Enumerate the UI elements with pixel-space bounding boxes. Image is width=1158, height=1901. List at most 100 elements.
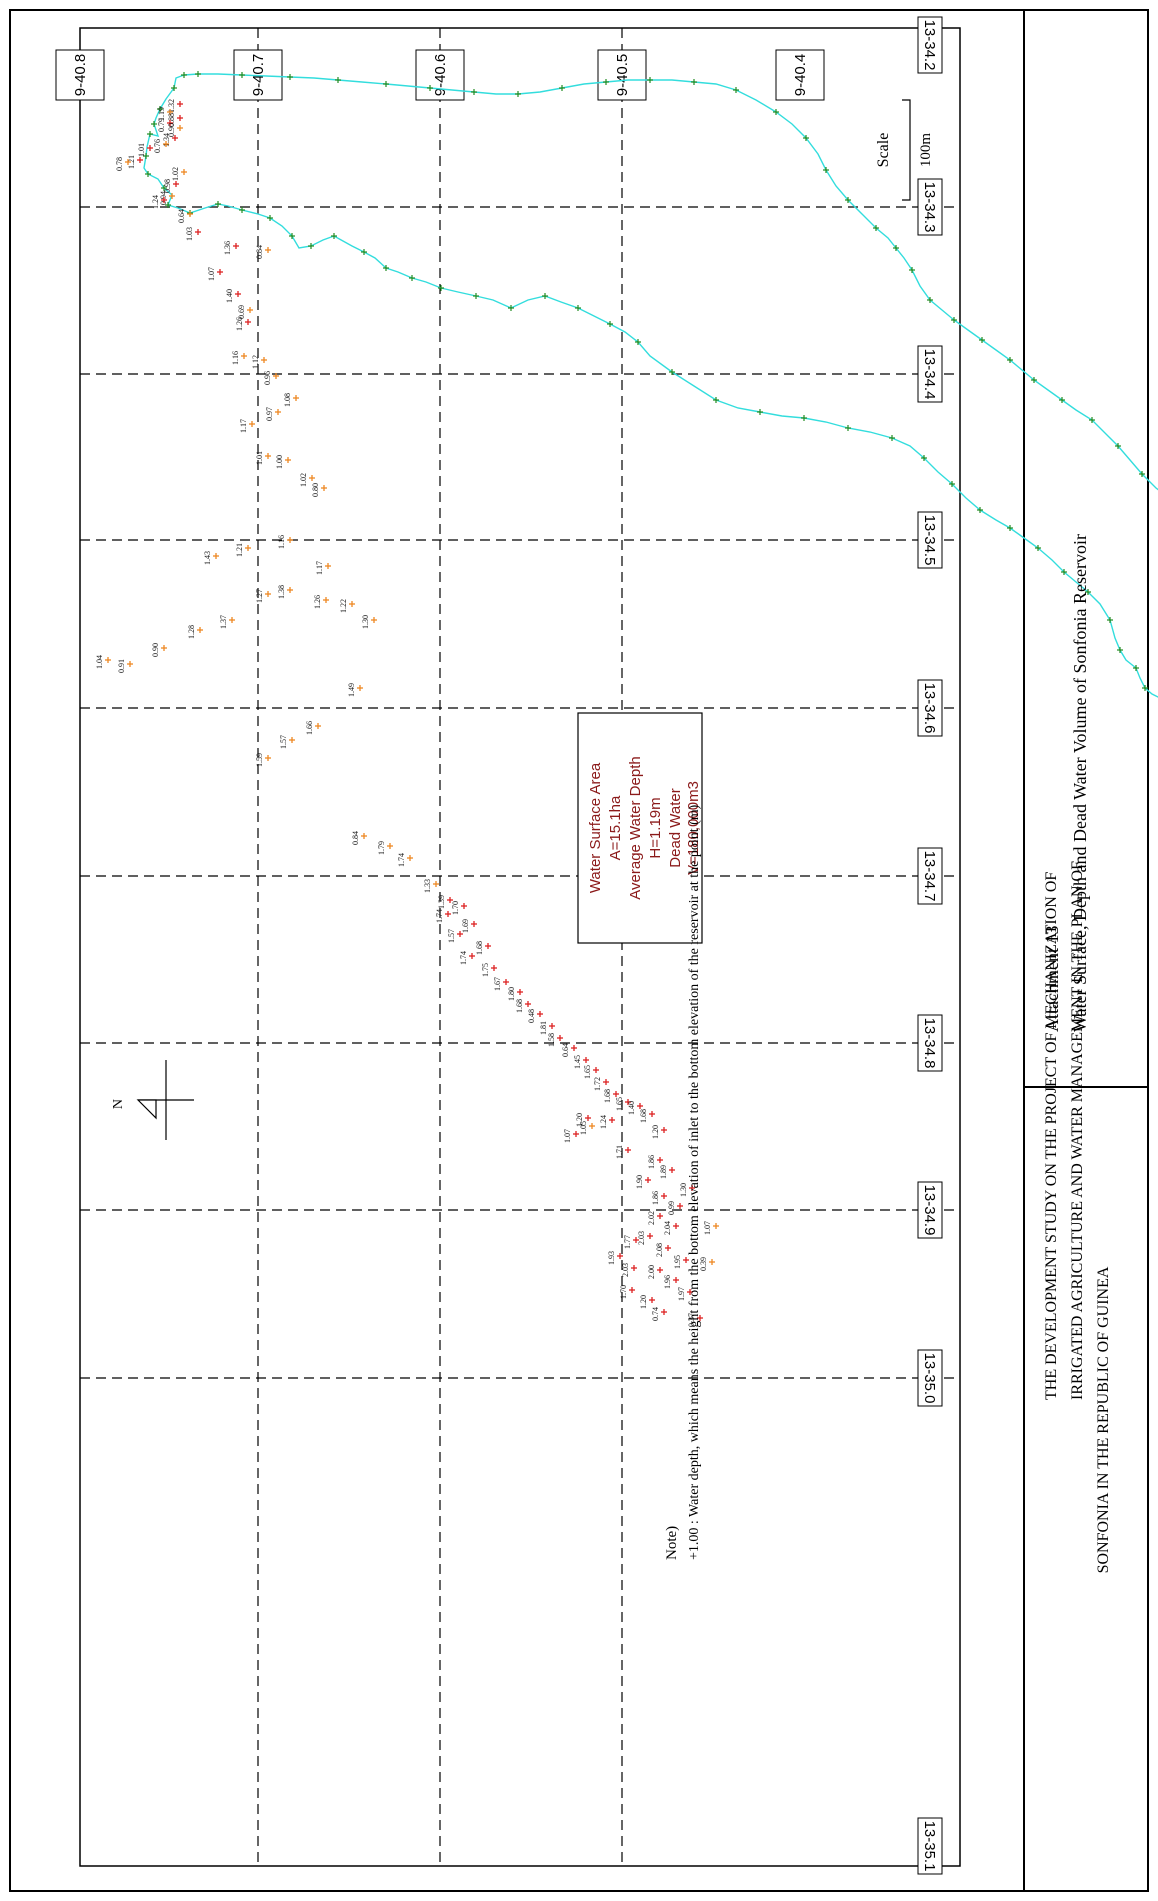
depth-point: 1.30 <box>679 1183 695 1197</box>
depth-point: 1.34 <box>162 133 178 147</box>
depth-point: 1.97 <box>677 1287 693 1301</box>
outline-point <box>713 397 719 403</box>
info-line3: Average Water Depth <box>627 756 644 899</box>
depth-value: 1.65 <box>615 1097 624 1111</box>
depth-point: 1.81 <box>539 1021 555 1035</box>
outline-point <box>773 109 779 115</box>
outline-point <box>147 131 153 137</box>
lon-label: 13-34.2 <box>917 16 943 74</box>
depth-point: 1.05 <box>579 1121 595 1135</box>
depth-value: 1.67 <box>493 977 502 991</box>
depth-value: 1.71 <box>615 1145 624 1159</box>
depth-point: 1.08 <box>283 393 299 407</box>
depth-value: 1.58 <box>547 1033 556 1047</box>
depth-point: 0.90 <box>151 643 167 657</box>
depth-value: 1.90 <box>635 1175 644 1189</box>
depth-value: 0.90 <box>167 123 176 137</box>
project-line3: SONFONIA IN THE REPUBLIC OF GUINEA <box>1095 1266 1112 1573</box>
outline-point <box>145 171 151 177</box>
outline-point <box>949 481 955 487</box>
depth-point: 1.95 <box>673 1255 689 1269</box>
lat-label-text: 9-40.5 <box>614 54 631 97</box>
outline-point <box>181 72 187 78</box>
depth-value: 0.79 <box>157 118 166 132</box>
depth-value: 1.34 <box>162 133 171 147</box>
depth-point: 1.86 <box>647 1155 663 1169</box>
depth-point: 1.43 <box>203 551 219 565</box>
outline-point <box>757 409 763 415</box>
outline-point <box>1031 377 1037 383</box>
depth-value: 1.17 <box>239 419 248 433</box>
north-label: N <box>111 1099 126 1109</box>
outline-point <box>873 225 879 231</box>
outline-point <box>575 305 581 311</box>
lat-label: 9-40.6 <box>415 49 465 101</box>
depth-point: 1.90 <box>635 1175 651 1189</box>
depth-point: 0.79 <box>157 118 173 132</box>
depth-value: 1.79 <box>377 841 386 855</box>
depth-point: 1.68 <box>475 941 491 955</box>
depth-value: 1.16 <box>277 535 286 549</box>
depth-value: 2.04 <box>663 1221 672 1235</box>
outline-point <box>889 435 895 441</box>
depth-value: 1.49 <box>347 683 356 697</box>
lon-label-text: 13-35.1 <box>921 1821 938 1872</box>
depth-value: 1.72 <box>593 1077 602 1091</box>
outline-point <box>1085 589 1091 595</box>
scale-bar: Scale 100m <box>875 99 934 201</box>
depth-point: 1.07 <box>563 1129 579 1143</box>
lon-label-text: 13-34.8 <box>921 1018 938 1069</box>
depth-value: 1.24 <box>151 195 160 209</box>
scale-label: Scale <box>875 133 892 168</box>
depth-value: 1.86 <box>651 1191 660 1205</box>
depth-point: 1.01 <box>255 451 271 465</box>
depth-value: 0.90 <box>151 643 160 657</box>
lon-label-text: 13-34.9 <box>921 1185 938 1236</box>
outline-point <box>1139 471 1145 477</box>
outline-point <box>427 85 433 91</box>
outline-point <box>1117 647 1123 653</box>
depth-point: 1.80 <box>507 987 523 1001</box>
depth-point: 0.96 <box>263 371 279 385</box>
depth-point: 1.93 <box>607 1251 623 1265</box>
depth-value: 1.65 <box>583 1065 592 1079</box>
depth-value: 0.80 <box>311 483 320 497</box>
depth-point: 1.07 <box>703 1221 719 1235</box>
outline-point <box>979 337 985 343</box>
depth-value: 1.70 <box>619 1285 628 1299</box>
depth-value: 2.03 <box>621 1263 630 1277</box>
outline-point <box>1115 443 1121 449</box>
depth-value: 1.77 <box>623 1235 632 1249</box>
depth-value: 1.16 <box>231 351 240 365</box>
lat-label: 9-40.5 <box>597 49 647 101</box>
depth-point: 1.40 <box>225 289 241 303</box>
depth-point: 1.03 <box>185 227 201 241</box>
lon-label: 13-34.3 <box>917 178 943 236</box>
outline-point <box>165 202 171 208</box>
depth-point: 1.77 <box>623 1235 639 1249</box>
lon-label: 13-34.9 <box>917 1181 943 1239</box>
depth-point: 0.48 <box>527 1009 543 1023</box>
depth-value: 1.45 <box>573 1055 582 1069</box>
depth-value: 1.01 <box>137 143 146 157</box>
depth-value: 1.96 <box>663 1275 672 1289</box>
depth-value: 0.88 <box>167 113 176 127</box>
depth-point: 1.45 <box>573 1055 589 1069</box>
depth-value: 1.01 <box>255 451 264 465</box>
depth-value: 1.22 <box>339 599 348 613</box>
depth-point: 1.67 <box>493 977 509 991</box>
lon-label-text: 13-34.5 <box>921 515 938 566</box>
depth-value: 1.80 <box>507 987 516 1001</box>
attachment-label: Attachment 13 <box>1042 926 1062 1032</box>
note: Note) +1.00 : Water depth, which means t… <box>664 804 702 1560</box>
depth-point: 1.26 <box>235 317 251 331</box>
depth-point: 0.91 <box>117 659 133 673</box>
outline-point <box>845 197 851 203</box>
depth-point: 1.01 <box>137 143 153 157</box>
lon-label: 13-34.4 <box>917 345 943 403</box>
scale-value: 100m <box>918 133 934 168</box>
outline-point <box>171 85 177 91</box>
outline-point <box>161 185 167 191</box>
outline-point <box>1133 665 1139 671</box>
depth-value: 1.97 <box>677 1287 686 1301</box>
